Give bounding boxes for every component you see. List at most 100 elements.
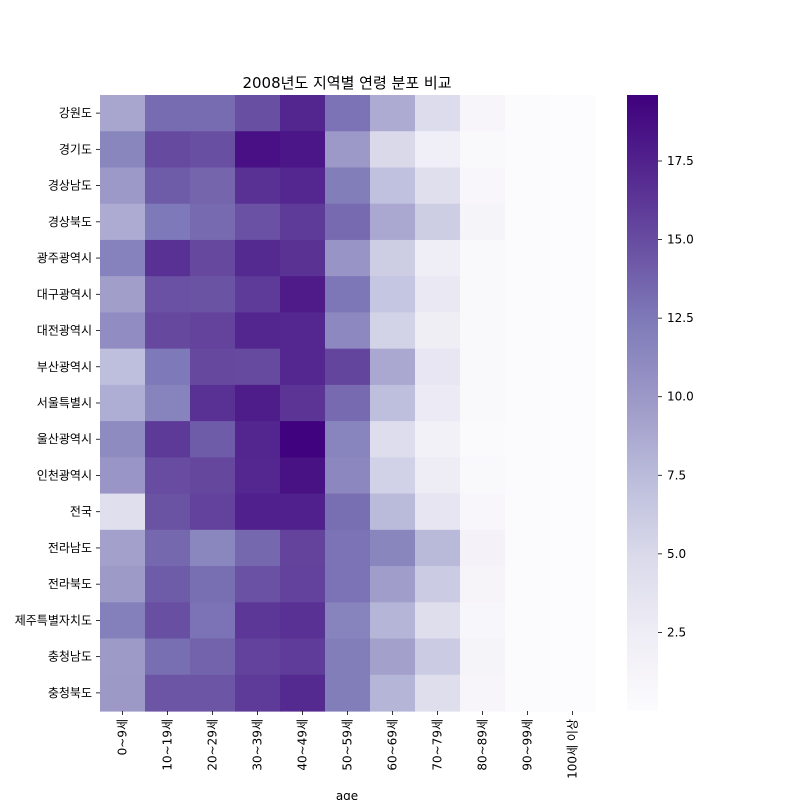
heatmap-cell <box>370 566 416 603</box>
heatmap-cell <box>190 167 236 205</box>
heatmap-cell <box>235 95 281 132</box>
heatmap-cell <box>325 529 371 567</box>
heatmap-cell <box>235 529 281 567</box>
x-tick-label: 90~99세 <box>521 719 535 771</box>
heatmap-cell <box>190 203 236 241</box>
heatmap-cell <box>100 529 146 567</box>
colorbar-tick-label: 12.5 <box>667 311 694 325</box>
y-tick-label: 경상북도 <box>48 215 92 229</box>
heatmap-cell <box>505 638 551 676</box>
heatmap-cell <box>190 348 236 386</box>
heatmap-cell <box>280 276 326 314</box>
heatmap-cell <box>550 457 596 495</box>
heatmap-cell <box>325 384 371 422</box>
y-tick-label: 전라북도 <box>48 577 92 591</box>
y-tick-label: 부산광역시 <box>37 360 92 374</box>
heatmap-cell <box>550 493 596 531</box>
heatmap-cell <box>550 95 596 132</box>
heatmap-cell <box>505 312 551 350</box>
heatmap-cell <box>235 638 281 676</box>
heatmap-cell <box>280 566 326 603</box>
heatmap-cell <box>370 384 416 422</box>
heatmap-cell <box>280 602 326 640</box>
heatmap-cell <box>190 493 236 531</box>
heatmap-cell <box>370 421 416 458</box>
heatmap-cell <box>550 674 596 712</box>
heatmap-cell <box>190 566 236 603</box>
heatmap-cell <box>370 457 416 495</box>
heatmap-cell <box>505 421 551 458</box>
heatmap-cell <box>325 203 371 241</box>
heatmap-cell <box>370 348 416 386</box>
heatmap-cell <box>325 638 371 676</box>
colorbar-tick-label: 10.0 <box>667 390 694 404</box>
heatmap-cell <box>370 95 416 132</box>
heatmap-cell <box>145 276 191 314</box>
heatmap-cell <box>190 239 236 277</box>
heatmap-cell <box>100 167 146 205</box>
heatmap-cell <box>145 421 191 458</box>
heatmap-cell <box>280 239 326 277</box>
heatmap-cell <box>415 638 461 676</box>
y-tick-label: 서울특별시 <box>37 396 92 410</box>
heatmap-cell <box>190 131 236 169</box>
heatmap-cell <box>415 348 461 386</box>
colorbar-tick-label: 5.0 <box>667 547 686 561</box>
heatmap-cell <box>460 239 506 277</box>
heatmap-cell <box>190 276 236 314</box>
heatmap-cell <box>505 493 551 531</box>
heatmap-cell <box>100 566 146 603</box>
heatmap-cell <box>460 674 506 712</box>
colorbar <box>627 95 658 711</box>
heatmap-cell <box>235 674 281 712</box>
heatmap-cell <box>460 167 506 205</box>
heatmap-cell <box>505 384 551 422</box>
heatmap-cell <box>415 566 461 603</box>
heatmap-cell <box>370 674 416 712</box>
heatmap-cell <box>325 167 371 205</box>
heatmap-cell <box>145 131 191 169</box>
heatmap-cell <box>550 203 596 241</box>
x-tick-label: 80~89세 <box>476 719 490 771</box>
y-tick-label: 충청북도 <box>48 686 92 700</box>
x-tick-label: 60~69세 <box>386 719 400 771</box>
heatmap-cell <box>505 602 551 640</box>
x-tick-label: 50~59세 <box>341 719 355 771</box>
heatmap-cell <box>325 566 371 603</box>
heatmap-cell <box>415 674 461 712</box>
heatmap-cell <box>190 421 236 458</box>
heatmap-cell <box>235 384 281 422</box>
heatmap-cell <box>550 167 596 205</box>
heatmap-cell <box>550 312 596 350</box>
heatmap-cell <box>415 421 461 458</box>
y-tick-label: 광주광역시 <box>37 251 92 265</box>
y-tick-label: 경기도 <box>59 142 92 156</box>
heatmap-cell <box>145 95 191 132</box>
heatmap-cell <box>325 421 371 458</box>
heatmap-cell <box>190 95 236 132</box>
heatmap-cell <box>415 493 461 531</box>
heatmap-cell <box>145 384 191 422</box>
heatmap-cell <box>235 239 281 277</box>
heatmap-cell <box>280 457 326 495</box>
heatmap-cell <box>550 421 596 458</box>
heatmap-cell <box>325 457 371 495</box>
heatmap-cell <box>460 566 506 603</box>
heatmap-cell <box>280 131 326 169</box>
heatmap-cell <box>325 312 371 350</box>
heatmap-cell <box>460 312 506 350</box>
heatmap-cell <box>280 312 326 350</box>
heatmap-cell <box>190 529 236 567</box>
heatmap-cell <box>235 348 281 386</box>
heatmap-cell <box>460 203 506 241</box>
y-tick-label: 대전광역시 <box>37 324 92 338</box>
heatmap-cell <box>415 457 461 495</box>
heatmap-cell <box>370 239 416 277</box>
heatmap-cell <box>190 312 236 350</box>
colorbar-tick-label: 7.5 <box>667 468 686 482</box>
heatmap-cell <box>325 493 371 531</box>
heatmap-cell <box>100 203 146 241</box>
heatmap-cell <box>415 276 461 314</box>
x-axis-labels: 0~9세 10~19세 20~29세 30~39세 40~49세 50~59세 60~69세… <box>116 711 580 779</box>
